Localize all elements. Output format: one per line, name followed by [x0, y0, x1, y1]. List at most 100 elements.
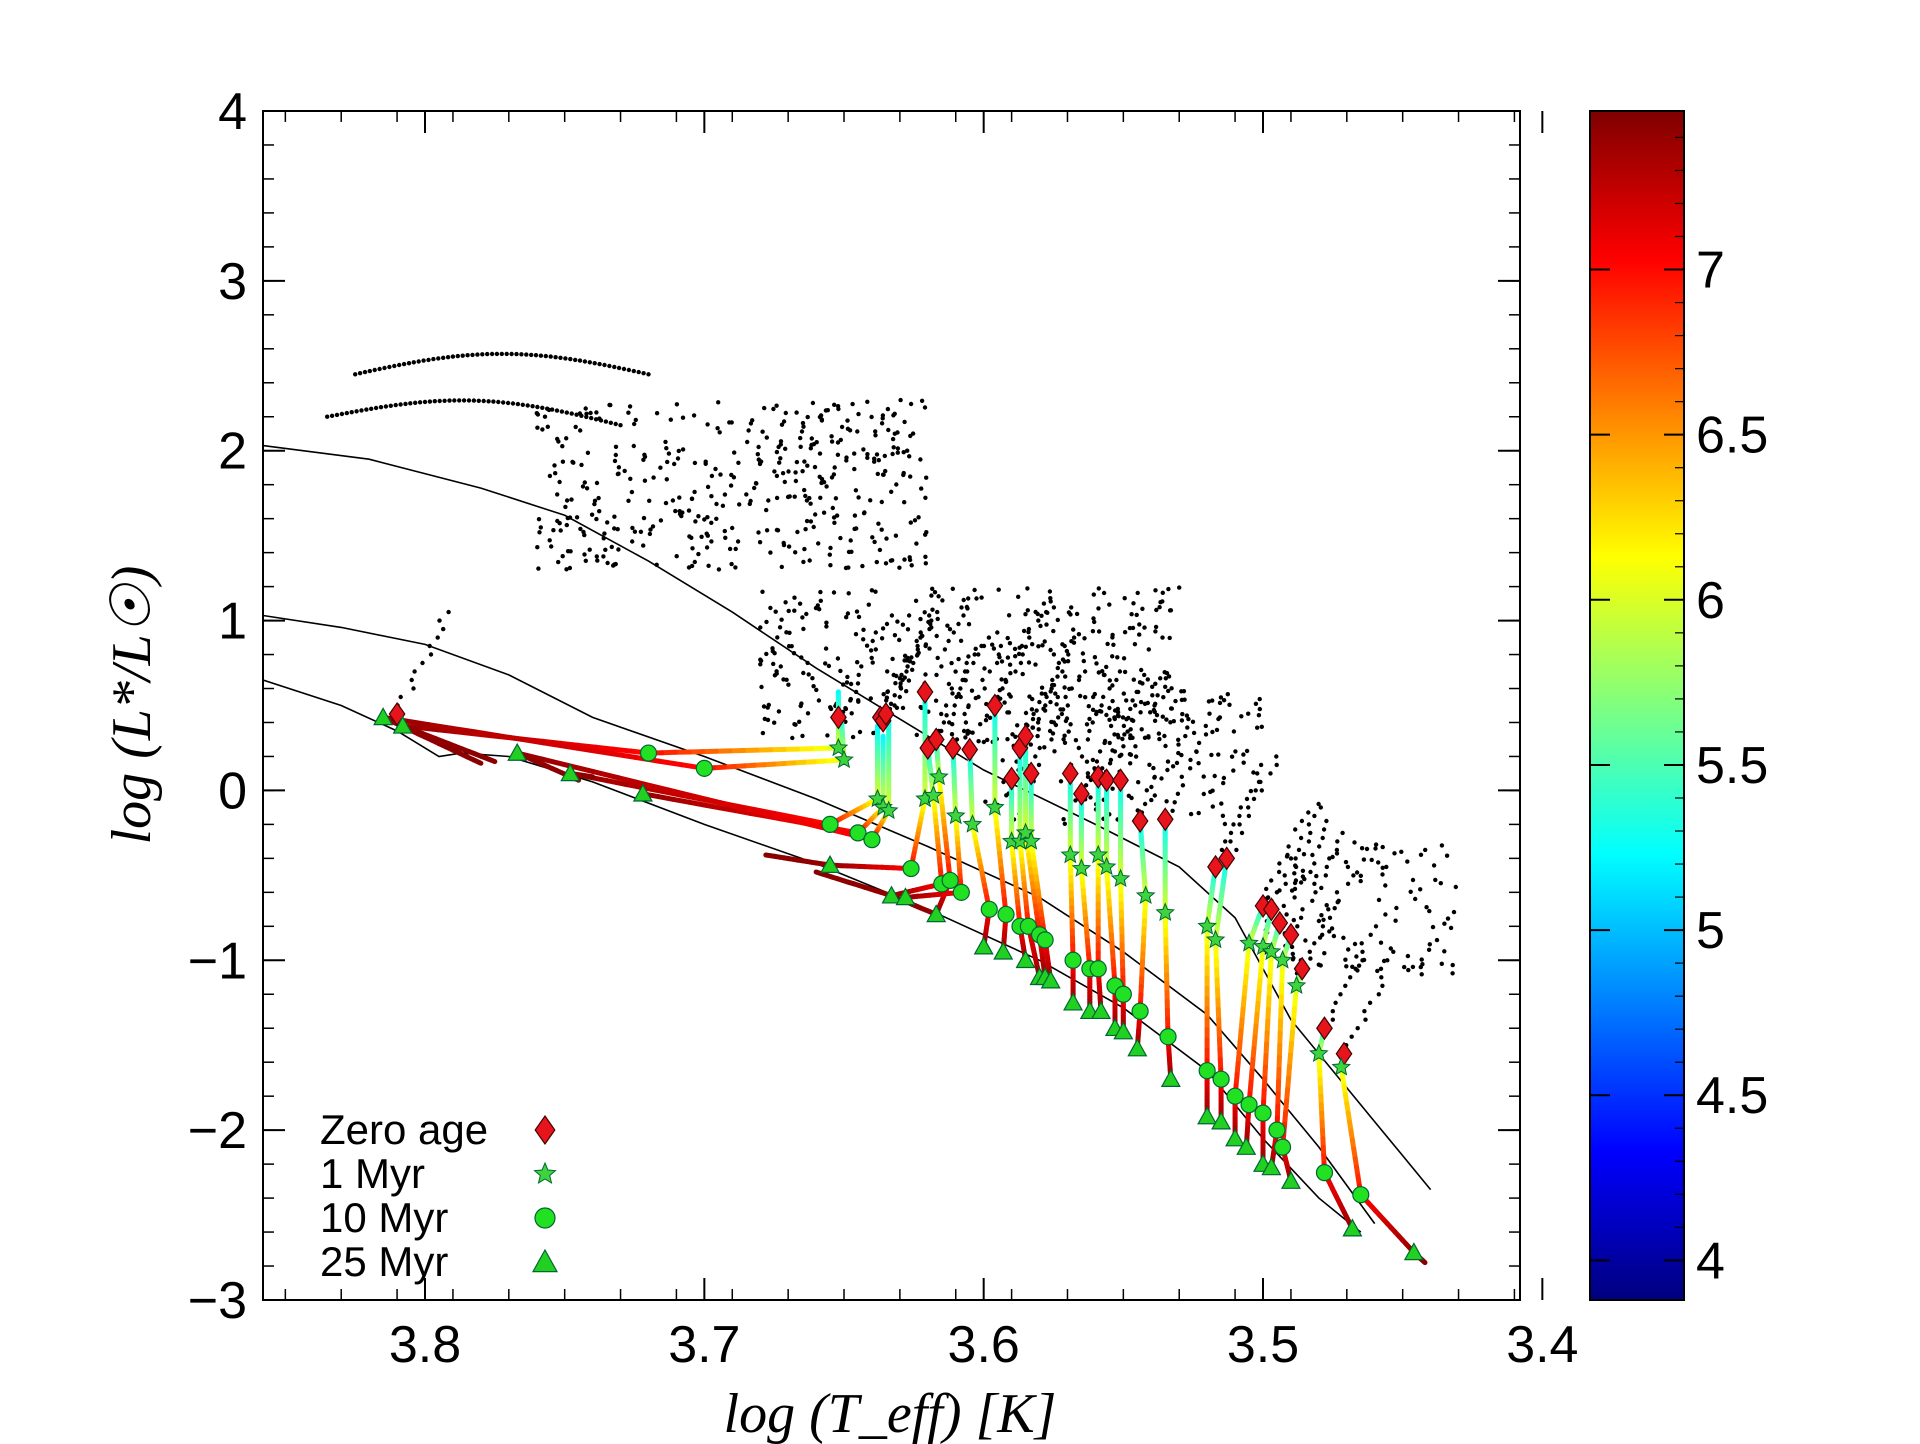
star-point: [958, 686, 963, 691]
star-point: [882, 453, 887, 459]
star-point: [813, 512, 818, 517]
star-point: [1154, 607, 1159, 613]
star-point: [1042, 639, 1047, 644]
star-point: [1241, 752, 1246, 757]
star-point: [770, 646, 775, 651]
star-point: [799, 655, 804, 660]
star-point: [945, 623, 950, 628]
star-point: [1092, 655, 1098, 660]
star-point: [658, 465, 663, 470]
star-point: [557, 479, 562, 485]
track-segment: [593, 744, 616, 752]
track-segment: [472, 729, 501, 739]
star-point: [918, 457, 923, 462]
star-point: [372, 367, 377, 373]
star-point: [1221, 698, 1227, 703]
star-point: [1033, 754, 1038, 759]
star-point: [809, 436, 814, 441]
star-point: [885, 406, 891, 412]
star-point: [1320, 924, 1326, 929]
star-point: [1091, 592, 1097, 597]
star-point: [1114, 677, 1119, 683]
star-point: [797, 601, 803, 606]
star-point: [1056, 660, 1062, 666]
star-point: [535, 545, 540, 550]
star-point: [874, 452, 880, 457]
star-point: [1087, 716, 1092, 722]
star-point: [1121, 723, 1127, 729]
star-point: [677, 495, 682, 500]
star-point: [1115, 655, 1120, 660]
star-point: [1167, 608, 1173, 613]
star-point: [1030, 642, 1035, 647]
star-point: [1332, 906, 1337, 911]
star-point: [774, 671, 779, 676]
one-myr-marker: [828, 737, 849, 757]
zero-age-marker: [1022, 761, 1040, 786]
star-point: [1069, 686, 1075, 691]
star-point: [1210, 804, 1216, 809]
star-point: [1162, 733, 1167, 739]
star-point: [764, 507, 769, 513]
star-point: [839, 424, 845, 430]
star-point: [325, 414, 330, 419]
star-point: [1121, 691, 1127, 696]
star-point: [843, 565, 849, 571]
track-segment: [564, 744, 593, 753]
star-point: [964, 660, 969, 666]
track-segment: [742, 806, 774, 818]
star-point: [631, 368, 636, 374]
star-point: [1097, 749, 1103, 754]
twenty-five-myr-marker: [993, 941, 1014, 960]
twenty-five-myr-marker: [1211, 1111, 1232, 1130]
star-point: [777, 625, 783, 630]
star-point: [959, 605, 964, 610]
star-point: [1094, 711, 1099, 717]
star-point: [709, 473, 715, 479]
star-point: [596, 495, 601, 501]
star-point: [1047, 728, 1053, 734]
star-point: [1255, 725, 1260, 730]
star-point: [802, 487, 807, 493]
twenty-five-myr-marker: [1160, 1068, 1181, 1087]
star-point: [551, 528, 556, 533]
star-point: [1318, 963, 1323, 968]
star-point: [760, 730, 766, 736]
star-point: [485, 351, 490, 357]
star-point: [515, 401, 521, 407]
star-point: [991, 646, 997, 651]
x-tick-label: 3.7: [668, 1316, 740, 1374]
one-myr-marker: [1272, 949, 1293, 969]
star-point: [1352, 941, 1358, 947]
star-point: [1183, 733, 1188, 739]
star-point: [935, 609, 940, 615]
star-point: [1362, 1009, 1367, 1014]
star-point: [888, 701, 894, 706]
star-point: [918, 616, 923, 622]
track-segment: [403, 718, 432, 728]
track-segment: [655, 794, 677, 802]
star-point: [1355, 1026, 1360, 1031]
star-point: [1115, 732, 1121, 738]
star-point: [809, 442, 814, 448]
star-point: [411, 686, 416, 691]
star-point: [615, 527, 620, 532]
ten-myr-marker: [1159, 1028, 1177, 1046]
star-point: [976, 652, 981, 657]
star-point: [594, 516, 599, 522]
star-point: [994, 660, 1000, 666]
star-point: [1188, 766, 1193, 771]
star-point: [1306, 822, 1312, 827]
star-point: [1237, 822, 1242, 827]
star-point: [1107, 761, 1113, 766]
legend-label: Zero age: [320, 1106, 488, 1153]
star-point: [411, 360, 416, 365]
star-point: [828, 545, 833, 551]
star-point: [974, 596, 979, 601]
star-point: [870, 660, 875, 665]
star-point: [1246, 813, 1252, 819]
star-point: [569, 411, 574, 416]
star-point: [1023, 710, 1029, 716]
star-point: [382, 365, 387, 371]
one-myr-marker: [1261, 941, 1282, 961]
